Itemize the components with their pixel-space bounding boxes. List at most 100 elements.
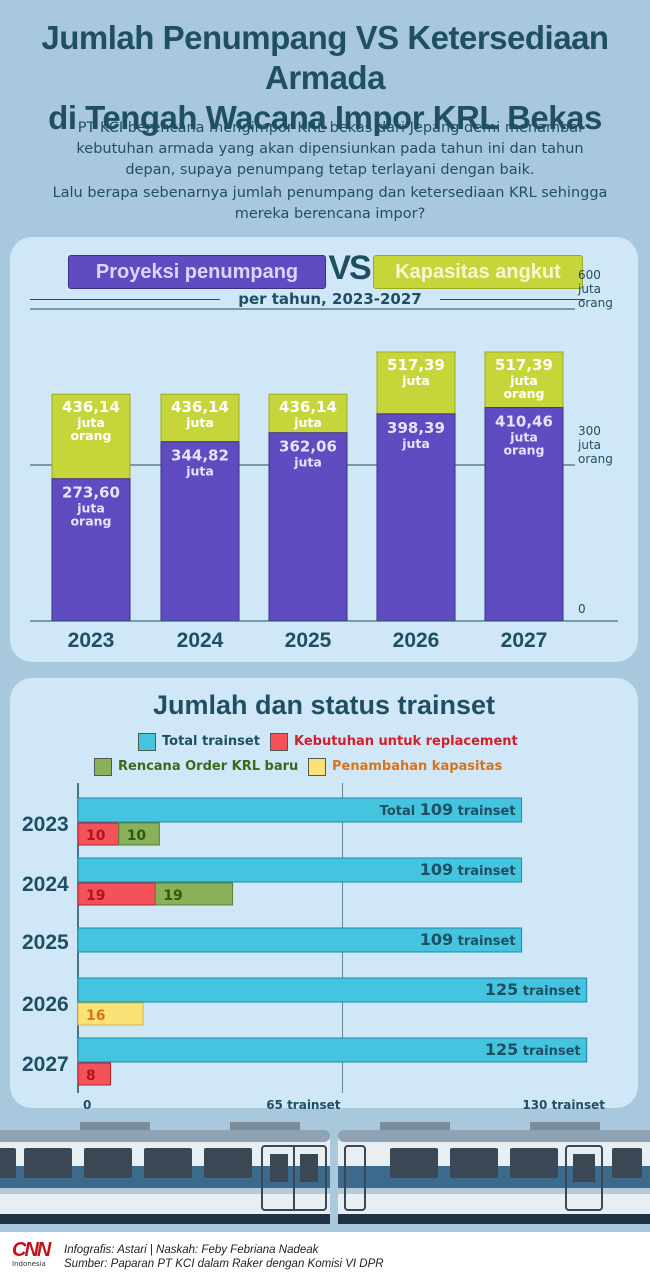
label-passenger-2026: 398,39 xyxy=(387,419,445,437)
bar-total-2025 xyxy=(77,927,523,953)
passenger-chart-panel: Proyeksi penumpang VS Kapasitas angkut p… xyxy=(10,237,638,662)
label-passenger-2023: 273,60 xyxy=(62,484,120,502)
label-total-part-2027-1: 125 xyxy=(485,1040,518,1059)
trainset-status-chart: Total 109 trainset 2023 10 10 109 trainset 20… xyxy=(22,783,605,1112)
bar-passenger-2025 xyxy=(268,432,348,622)
label-capacity-unit-2023-0: juta xyxy=(76,415,105,430)
credit-source: Sumber: Paparan PT KCI dalam Raker denga… xyxy=(64,1258,384,1270)
label-passenger-unit-2023-0: juta xyxy=(76,501,105,516)
label-passenger-unit-2025-0: juta xyxy=(293,455,322,470)
x-tick-label-0: 0 xyxy=(83,1098,91,1112)
label-passenger-unit-2024-0: juta xyxy=(185,464,214,479)
label-capacity-2027: 517,39 xyxy=(495,356,553,374)
label-passenger-unit-2027-1: orang xyxy=(503,443,544,458)
bar-capacity-2026 xyxy=(77,1002,144,1026)
y-tick-label-0: 0 xyxy=(578,602,586,616)
label-total-part-2026-1: 125 xyxy=(485,980,518,999)
footer: CNN Indonesia Infografis: Astari | Naska… xyxy=(0,1232,650,1283)
bar-total-2023 xyxy=(77,797,523,823)
label-capacity-2023: 436,14 xyxy=(62,398,120,416)
credits: Infografis: Astari | Naskah: Feby Febria… xyxy=(64,1243,384,1271)
label-capacity-unit-2023-1: orang xyxy=(70,428,111,443)
label-total-2026: 125 trainset xyxy=(485,980,581,999)
legend-swatch-capacity xyxy=(308,758,326,776)
label-total-part-2023-2: trainset xyxy=(453,804,515,819)
y-tick-label-2024: 2024 xyxy=(22,873,69,896)
legend-swatch-replacement xyxy=(270,733,288,751)
label-total-part-2027-2: trainset xyxy=(518,1044,580,1059)
x-tick-label-2027: 2027 xyxy=(501,629,548,652)
label-capacity-2024: 436,14 xyxy=(171,398,229,416)
bar-order-2024 xyxy=(154,882,234,906)
x-tick-label-65: 65 trainset xyxy=(266,1098,341,1112)
legend-label-capacity: Penambahan kapasitas xyxy=(332,759,503,774)
logo-text: CNN xyxy=(12,1239,51,1261)
legend-swatch-order xyxy=(94,758,112,776)
legend-passenger-chip: Proyeksi penumpang xyxy=(68,255,326,289)
bar-passenger-2024 xyxy=(160,441,240,622)
label-order-2024: 19 xyxy=(163,888,182,904)
x-tick-label-2026: 2026 xyxy=(393,629,440,652)
bar-order-2023 xyxy=(118,822,160,846)
label-replacement-2024: 19 xyxy=(86,888,105,904)
bar-passenger-2026 xyxy=(376,413,456,622)
bar-passenger-2023 xyxy=(51,478,131,622)
label-total-part-2025-1: 109 xyxy=(420,930,453,949)
x-tick-label-130: 130 trainset xyxy=(522,1098,605,1112)
label-total-2025: 109 trainset xyxy=(420,930,516,949)
bar-replacement-2027 xyxy=(77,1062,112,1086)
label-total-part-2024-1: 109 xyxy=(420,860,453,879)
train-car-right xyxy=(338,1122,650,1224)
label-total-part-2023-0: Total xyxy=(380,804,420,819)
y-tick-label-2026: 2026 xyxy=(22,993,69,1016)
intro-paragraph-2: Lalu berapa sebenarnya jumlah penumpang … xyxy=(52,185,608,222)
label-passenger-unit-2026-0: juta xyxy=(401,436,430,451)
label-capacity-2026: 16 xyxy=(86,1008,105,1024)
bar-total-2027 xyxy=(77,1037,588,1063)
y-tick-label-600: 600 juta orang xyxy=(577,268,613,310)
y-tick-label-300: 300 juta orang xyxy=(577,424,613,466)
y-tick-label-2023: 2023 xyxy=(22,813,69,836)
y-tick-label-2025: 2025 xyxy=(22,931,69,954)
label-passenger-2027: 410,46 xyxy=(495,413,553,431)
vs-label: VS xyxy=(328,249,371,287)
bar-passenger-2027 xyxy=(484,407,564,622)
label-capacity-unit-2024-0: juta xyxy=(185,415,214,430)
label-total-2023: Total 109 trainset xyxy=(380,800,516,819)
title-line-2: di Tengah Wacana Impor KRL Bekas xyxy=(48,99,602,136)
label-total-2024: 109 trainset xyxy=(420,860,516,879)
chart-subtitle: per tahun, 2023-2027 xyxy=(220,290,440,308)
label-total-part-2023-1: 109 xyxy=(420,800,453,819)
label-passenger-2025: 362,06 xyxy=(279,438,337,456)
credit-authors: Infografis: Astari | Naskah: Feby Febria… xyxy=(64,1244,319,1256)
label-replacement-2023: 10 xyxy=(86,828,106,844)
y-tick-label-2027: 2027 xyxy=(22,1053,69,1076)
train-illustration xyxy=(0,1122,650,1224)
train-car-left xyxy=(0,1122,330,1224)
label-capacity-unit-2026-0: juta xyxy=(401,373,430,388)
label-passenger-2024: 344,82 xyxy=(171,447,229,465)
label-capacity-unit-2027-0: juta xyxy=(509,373,538,388)
bar-total-2024 xyxy=(77,857,523,883)
logo-subtext: Indonesia xyxy=(12,1260,46,1268)
label-total-part-2025-2: trainset xyxy=(453,934,515,949)
label-total-part-2024-2: trainset xyxy=(453,864,515,879)
label-capacity-unit-2027-1: orang xyxy=(503,386,544,401)
intro-paragraph-1: PT KCI berencana mengimpor KRL bekas dar… xyxy=(76,120,584,178)
label-total-2027: 125 trainset xyxy=(485,1040,581,1059)
title-line-1: Jumlah Penumpang VS Ketersediaan Armada xyxy=(41,19,609,96)
legend-swatch-total xyxy=(138,733,156,751)
bar-total-2026 xyxy=(77,977,588,1003)
legend-capacity-chip: Kapasitas angkut xyxy=(373,255,583,289)
legend-label-order: Rencana Order KRL baru xyxy=(118,759,299,774)
x-tick-label-2023: 2023 xyxy=(68,629,115,652)
label-total-part-2026-2: trainset xyxy=(518,984,580,999)
label-passenger-unit-2027-0: juta xyxy=(509,430,538,445)
x-tick-label-2025: 2025 xyxy=(285,629,332,652)
legend-label-replacement: Kebutuhan untuk replacement xyxy=(294,734,518,749)
cnn-indonesia-logo: CNN Indonesia xyxy=(12,1240,56,1272)
legend-label-total: Total trainset xyxy=(162,734,260,749)
label-passenger-unit-2023-1: orang xyxy=(70,514,111,529)
page-title: Jumlah Penumpang VS Ketersediaan Armada … xyxy=(0,18,650,138)
